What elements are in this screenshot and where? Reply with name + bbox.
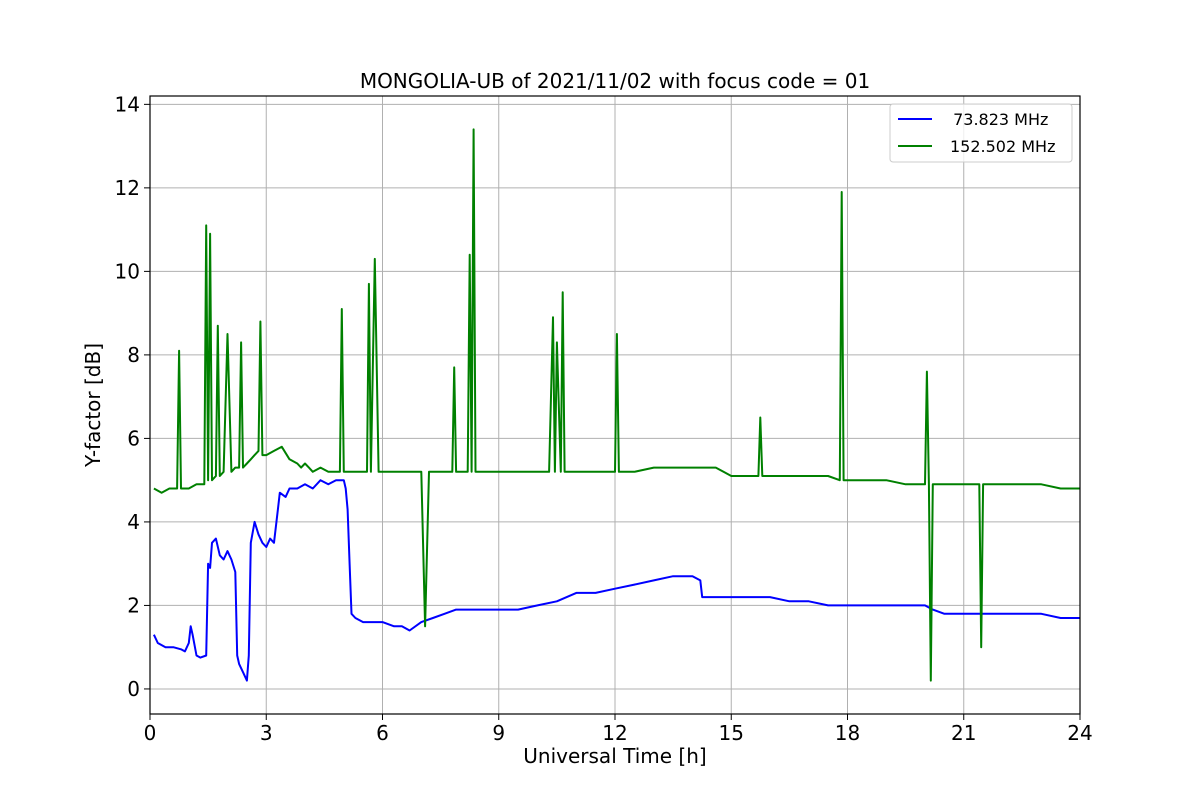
y-tick-label: 10 <box>115 259 140 283</box>
x-tick-label: 12 <box>602 721 627 745</box>
x-tick-label: 24 <box>1067 721 1092 745</box>
legend-label-series-2: 152.502 MHz <box>950 137 1055 156</box>
x-axis-label: Universal Time [h] <box>523 744 706 768</box>
x-axis: 0 3 6 9 12 15 18 21 24 <box>144 714 1093 745</box>
y-tick-label: 4 <box>127 510 140 534</box>
legend: 73.823 MHz 152.502 MHz <box>889 103 1073 163</box>
x-tick-label: 21 <box>951 721 976 745</box>
y-tick-label: 8 <box>127 343 140 367</box>
y-tick-label: 0 <box>127 677 140 701</box>
x-tick-label: 9 <box>492 721 505 745</box>
legend-box <box>889 103 1073 163</box>
series-layer <box>152 128 1080 682</box>
x-tick-label: 0 <box>144 721 157 745</box>
x-tick-label: 6 <box>376 721 389 745</box>
y-axis: 0 2 4 6 8 10 12 14 <box>115 92 150 701</box>
x-tick-label: 3 <box>260 721 273 745</box>
x-tick-label: 18 <box>835 721 860 745</box>
x-tick-label: 15 <box>719 721 744 745</box>
y-tick-label: 6 <box>127 426 140 450</box>
legend-label-series-1: 73.823 MHz <box>948 110 1048 129</box>
y-tick-label: 14 <box>115 92 140 116</box>
series-line-1 <box>152 479 1080 682</box>
y-tick-label: 2 <box>127 593 140 617</box>
series-line-2 <box>153 128 1080 682</box>
chart-title: MONGOLIA-UB of 2021/11/02 with focus cod… <box>360 69 870 93</box>
y-axis-label: Y-factor [dB] <box>81 343 105 468</box>
y-tick-label: 12 <box>115 176 140 200</box>
